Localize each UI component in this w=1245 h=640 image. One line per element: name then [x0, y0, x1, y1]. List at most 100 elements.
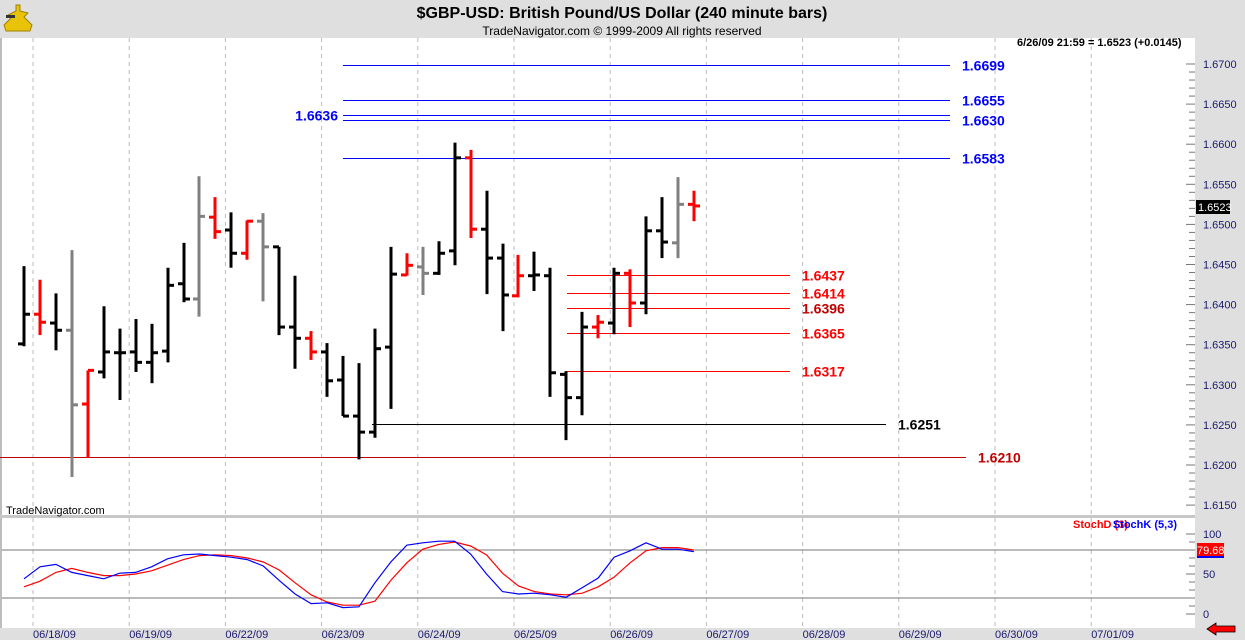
- level-label: 1.6630: [962, 113, 1005, 129]
- ohlc-bar: [289, 275, 301, 369]
- y-tick-label: 1.6350: [1203, 340, 1237, 352]
- level-label: 1.6396: [802, 301, 845, 317]
- y-tick-label: 1.6700: [1203, 59, 1237, 71]
- level-label: 1.6251: [898, 417, 941, 433]
- ohlc-bar: [433, 241, 445, 275]
- x-tick-label: 07/01/09: [1091, 629, 1134, 640]
- stoch-series-d: [23, 541, 694, 606]
- y-tick-label: 1.6300: [1203, 380, 1237, 392]
- ohlc-bar: [193, 176, 205, 317]
- ohlc-bar: [337, 355, 349, 418]
- level-label: 1.6317: [802, 364, 845, 380]
- last-price-badge: [1196, 200, 1230, 214]
- ohlc-bar: [241, 219, 253, 260]
- ohlc-bar: [385, 246, 397, 409]
- axes: 06/18/09 06/19/09 06/22/09 06/23/09 06/24/09…: [33, 59, 1237, 640]
- last-price-label: 1.6523: [1198, 202, 1232, 214]
- ohlc-bar: [672, 177, 684, 259]
- y-tick-label: 1.6150: [1203, 500, 1237, 512]
- watermark: TradeNavigator.com: [6, 505, 105, 517]
- ohlc-bar: [257, 213, 269, 302]
- stoch-series-k: [23, 540, 694, 609]
- x-tick-label: 06/29/09: [899, 629, 942, 640]
- y-tick-label: 1.6650: [1203, 99, 1237, 111]
- ohlc-bar: [18, 266, 30, 347]
- quote-info: 6/26/09 21:59 = 1.6523 (+0.0145): [1017, 37, 1182, 49]
- ohlc-bar: [497, 243, 509, 332]
- ohlc-bar: [369, 328, 381, 438]
- ohlc-bar: [353, 363, 365, 460]
- panel-separator[interactable]: [0, 515, 1195, 518]
- x-tick-label: 06/30/09: [995, 629, 1038, 640]
- ohlc-bar: [225, 212, 237, 268]
- x-tick-label: 06/23/09: [322, 629, 365, 640]
- ohlc-bar: [640, 216, 652, 315]
- legend-stochd: StochD (3): [1073, 519, 1128, 531]
- ohlc-bar: [34, 279, 46, 336]
- x-tick-label: 06/28/09: [803, 629, 846, 640]
- ohlc-bar: [656, 197, 668, 259]
- x-tick-label: 06/24/09: [418, 629, 461, 640]
- chart-title: $GBP-USD: British Pound/US Dollar (240 m…: [417, 5, 828, 22]
- ohlc-bar: [401, 253, 413, 277]
- left-border: [0, 38, 2, 628]
- x-tick-label: 06/25/09: [514, 629, 557, 640]
- x-tick-label: 06/27/09: [706, 629, 749, 640]
- ohlc-bar: [50, 293, 62, 351]
- ohlc-bar: [146, 323, 158, 384]
- scroll-left-arrow-icon[interactable]: [1206, 622, 1236, 636]
- level-label: 1.6414: [802, 286, 845, 302]
- ohlc-bar: [608, 267, 620, 335]
- level-lines: 1.6699 1.6655 1.6636 1.6630 1.6583 1.6437 1.64…: [0, 58, 1021, 466]
- y-tick-label: 1.6200: [1203, 460, 1237, 472]
- y-tick-label: 1.6600: [1203, 139, 1237, 151]
- level-label: 1.6655: [962, 93, 1005, 109]
- x-tick-label: 06/19/09: [129, 629, 172, 640]
- ohlc-bar: [305, 331, 317, 360]
- stochastic-lines: [23, 540, 694, 609]
- level-label: 1.6437: [802, 268, 845, 284]
- level-label: 1.6699: [962, 58, 1005, 74]
- level-label: 1.6636: [295, 108, 338, 124]
- sextant-logo: [3, 4, 33, 32]
- stoch-y-tick-label: 0: [1203, 609, 1209, 621]
- ohlc-bar: [560, 371, 572, 441]
- stoch-value-badge: [1197, 543, 1224, 557]
- ohlc-bar: [114, 328, 126, 401]
- stoch-y-tick-label: 100: [1203, 529, 1221, 541]
- ohlc-bar: [130, 319, 142, 372]
- ohlc-bar: [209, 197, 221, 239]
- y-tick-label: 1.6250: [1203, 420, 1237, 432]
- ohlc-bar: [481, 190, 493, 295]
- chart-subtitle: TradeNavigator.com © 1999-2009 All right…: [482, 24, 761, 38]
- x-tick-label: 06/26/09: [610, 629, 653, 640]
- y-tick-label: 1.6450: [1203, 260, 1237, 272]
- stoch-value-underline: [1197, 556, 1224, 558]
- ohlc-bar: [273, 245, 285, 336]
- x-tick-label: 06/18/09: [33, 629, 76, 640]
- ohlc-bar: [417, 246, 429, 295]
- legend-stochk: StochK (5,3): [1113, 519, 1178, 531]
- ohlc-bar: [162, 267, 174, 363]
- ohlc-bar: [321, 343, 333, 397]
- grid-lines: [2, 38, 1195, 628]
- stoch-value-label: 79.68: [1197, 545, 1225, 557]
- header-bar: [0, 0, 1245, 38]
- ohlc-bar: [178, 242, 190, 303]
- ohlc-bar: [449, 142, 461, 266]
- ohlc-bar: [512, 254, 524, 298]
- ohlc-bars: [18, 142, 700, 478]
- ohlc-bar: [544, 267, 556, 397]
- ohlc-bar: [465, 149, 477, 239]
- ohlc-bar: [528, 251, 540, 291]
- y-tick-label: 1.6500: [1203, 219, 1237, 231]
- ohlc-bar: [98, 306, 110, 379]
- ohlc-bar: [576, 311, 588, 416]
- price-panel: [2, 38, 1195, 515]
- ohlc-bar: [688, 190, 700, 222]
- level-label: 1.6365: [802, 326, 845, 342]
- ohlc-bar: [592, 315, 604, 339]
- y-tick-label: 1.6400: [1203, 300, 1237, 312]
- stochastic-panel: [2, 518, 1195, 628]
